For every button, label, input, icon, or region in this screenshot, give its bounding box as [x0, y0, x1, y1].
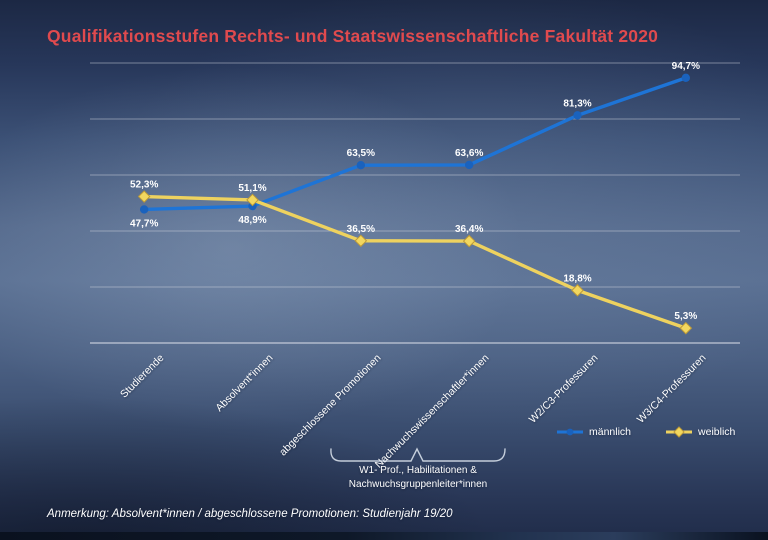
data-point-weiblich: [462, 234, 476, 248]
data-point-weiblich: [137, 190, 151, 203]
data-label-weiblich: 18,8%: [563, 273, 591, 284]
bracket-note: W1- Prof., Habilitationen & Nachwuchsgru…: [328, 464, 508, 492]
data-point-weiblich: [679, 321, 693, 335]
weiblich-line-icon: [666, 426, 693, 438]
footnote: Anmerkung: Absolvent*innen / abgeschloss…: [47, 508, 453, 520]
maennlich-line-icon: [557, 428, 583, 436]
data-label-weiblich: 51,1%: [238, 183, 266, 194]
data-label-männlich: 63,6%: [455, 148, 483, 159]
data-label-weiblich: 5,3%: [674, 311, 697, 322]
data-point-männlich: [681, 73, 691, 83]
data-point-weiblich: [571, 284, 584, 297]
data-point-weiblich: [246, 193, 259, 207]
bracket-note-line1: W1- Prof., Habilitationen &: [359, 465, 477, 476]
data-label-männlich: 47,7%: [130, 218, 158, 229]
series-line-weiblich: [142, 194, 688, 330]
series-line-männlich: [142, 76, 688, 212]
data-point-männlich: [464, 160, 474, 170]
data-point-männlich: [139, 205, 149, 214]
data-point-männlich: [356, 161, 366, 170]
data-label-männlich: 48,9%: [238, 215, 266, 226]
data-label-weiblich: 52,3%: [130, 180, 158, 191]
bracket-note-line2: Nachwuchsgruppenleiter*innen: [348, 479, 488, 490]
legend-label-maennlich: männlich: [589, 426, 632, 438]
chart-legend: männlich weiblich: [556, 425, 735, 439]
data-label-männlich: 81,3%: [563, 98, 591, 109]
legend-label-weiblich: weiblich: [698, 426, 736, 438]
data-point-weiblich: [354, 234, 368, 248]
brace-path: [330, 447, 506, 462]
legend-item-weiblich: weiblich: [665, 425, 735, 439]
data-label-weiblich: 36,5%: [347, 224, 375, 235]
data-label-männlich: 63,5%: [347, 148, 375, 159]
data-label-weiblich: 36,4%: [455, 224, 483, 235]
page-title: Qualifikationsstufen Rechts- und Staatsw…: [47, 26, 659, 46]
data-point-männlich: [573, 111, 582, 120]
data-label-männlich: 94,7%: [672, 61, 700, 72]
legend-item-maennlich: männlich: [556, 426, 631, 438]
bottom-bar: [0, 532, 768, 540]
